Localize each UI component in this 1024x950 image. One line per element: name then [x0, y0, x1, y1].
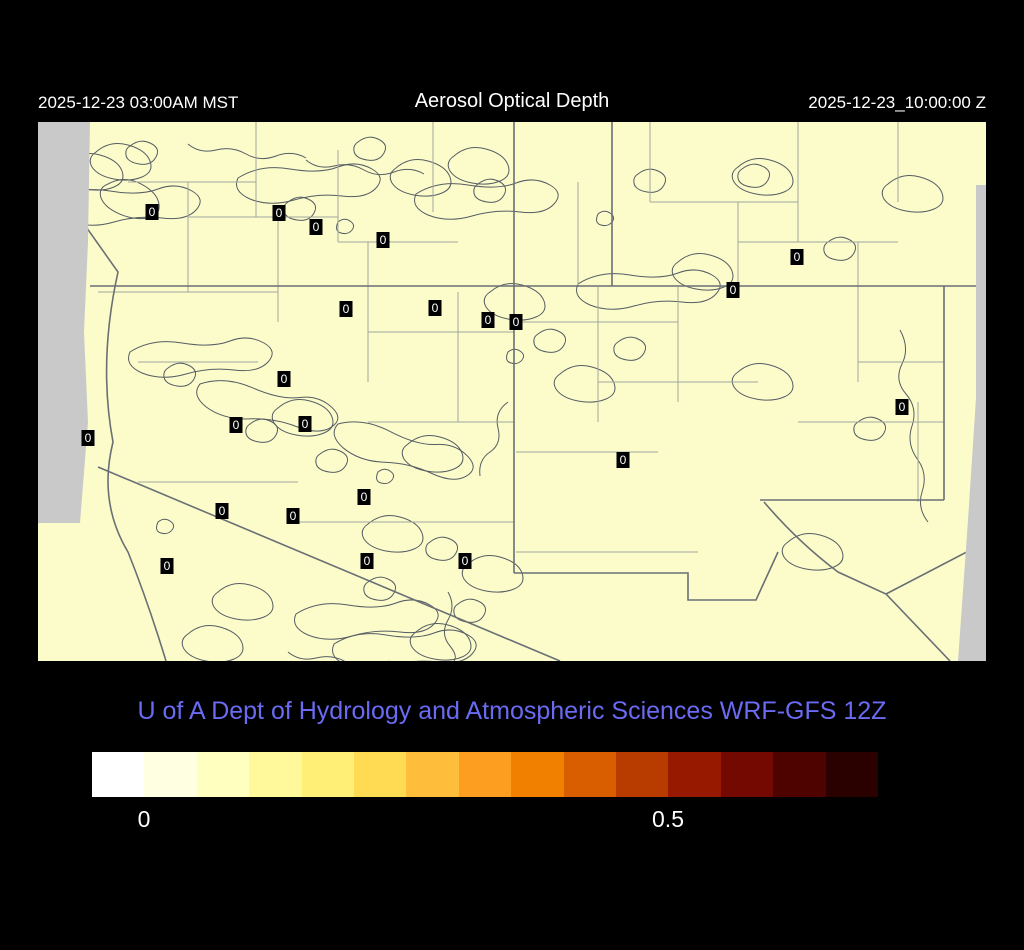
- map-graphic: [38, 122, 986, 661]
- colorbar-cell: [825, 752, 879, 797]
- aod-marker: 0: [481, 312, 495, 328]
- aod-marker: 0: [376, 232, 390, 248]
- colorbar-cell: [196, 752, 250, 797]
- colorbar-tick-label: 0.5: [652, 806, 684, 832]
- colorbar-cell: [249, 752, 302, 797]
- aod-marker: 0: [895, 399, 909, 415]
- aod-marker: 0: [229, 417, 243, 433]
- colorbar-cell: [511, 752, 564, 797]
- valid-time-local: 2025-12-23 03:00AM MST: [38, 93, 239, 112]
- aod-marker: 0: [726, 282, 740, 298]
- colorbar-cell: [144, 752, 197, 797]
- aod-marker: 0: [339, 301, 353, 317]
- aod-marker: 0: [616, 452, 630, 468]
- aod-marker: 0: [145, 204, 159, 220]
- aod-marker: 0: [458, 553, 472, 569]
- colorbar-cell: [301, 752, 355, 797]
- page-title: Aerosol Optical Depth: [414, 90, 610, 112]
- aod-marker: 0: [509, 314, 523, 330]
- aod-marker: 0: [81, 430, 95, 446]
- aod-marker: 0: [272, 205, 286, 221]
- colorbar-cell: [616, 752, 669, 797]
- colorbar-cell: [563, 752, 617, 797]
- state-boundaries: [38, 122, 986, 661]
- colorbar: [92, 752, 879, 797]
- aod-marker: 0: [286, 508, 300, 524]
- outside-domain-mask: [38, 122, 986, 661]
- aod-marker: 0: [790, 249, 804, 265]
- valid-time-utc: 2025-12-23_10:00:00 Z: [808, 93, 986, 112]
- county-boundaries: [98, 122, 944, 553]
- colorbar-cell: [406, 752, 459, 797]
- forecast-map: [38, 122, 986, 661]
- colorbar-cell: [668, 752, 721, 797]
- contour-lines: [56, 136, 944, 661]
- caption: U of A Dept of Hydrology and Atmospheric…: [137, 697, 887, 725]
- colorbar-cell: [773, 752, 826, 797]
- colorbar-tick-label: 0: [137, 806, 151, 832]
- aod-marker: 0: [298, 416, 312, 432]
- colorbar-cell: [92, 752, 145, 797]
- colorbar-cell: [720, 752, 774, 797]
- colorbar-cell: [354, 752, 407, 797]
- aod-marker: 0: [357, 489, 371, 505]
- colorbar-cell: [458, 752, 512, 797]
- aod-marker: 0: [277, 371, 291, 387]
- aod-marker: 0: [215, 503, 229, 519]
- aod-marker: 0: [309, 219, 323, 235]
- aod-marker: 0: [360, 553, 374, 569]
- aod-marker: 0: [160, 558, 174, 574]
- aod-marker: 0: [428, 300, 442, 316]
